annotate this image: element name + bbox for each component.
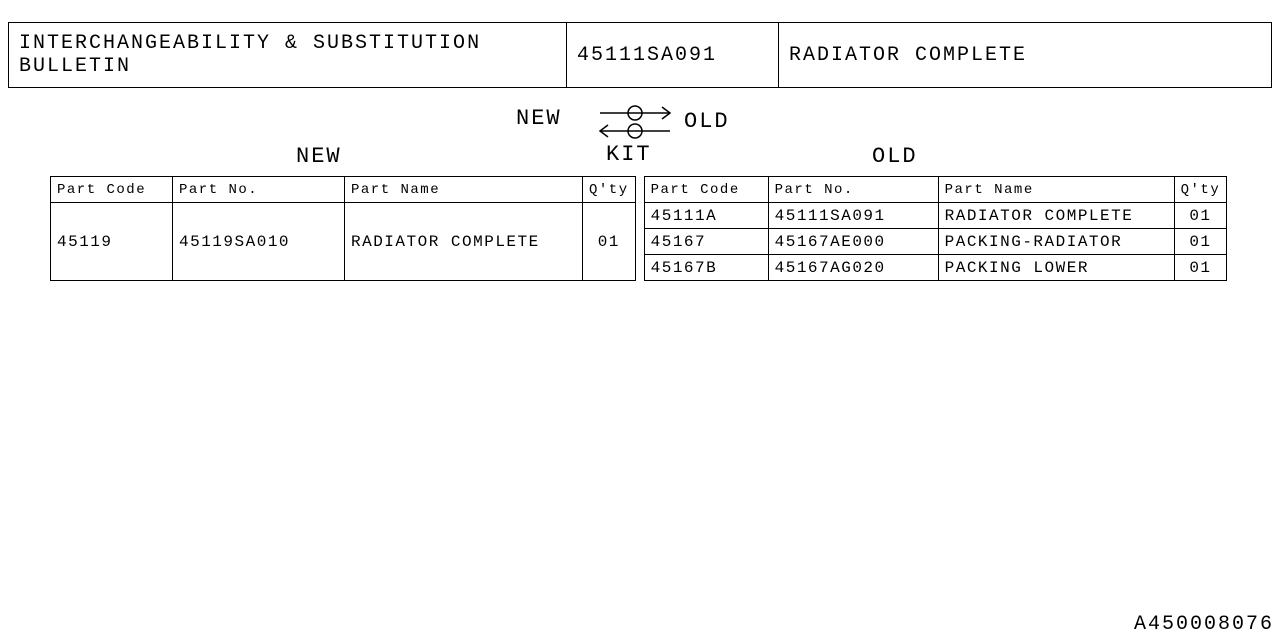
table-row: 45167B 45167AG020 PACKING LOWER 01 xyxy=(644,255,1227,281)
cell-part-no: 45111SA091 xyxy=(768,203,938,229)
header-bar: INTERCHANGEABILITY & SUBSTITUTION BULLET… xyxy=(8,22,1272,88)
cell-part-name: RADIATOR COMPLETE xyxy=(345,203,583,281)
col-part-no: Part No. xyxy=(768,177,938,203)
bidirectional-arrow-icon xyxy=(594,102,676,142)
cell-part-name: PACKING LOWER xyxy=(938,255,1174,281)
cell-part-code: 45167 xyxy=(644,229,768,255)
cell-qty: 01 xyxy=(1174,255,1227,281)
header-part-no: 45111SA091 xyxy=(567,23,779,87)
cell-part-no: 45167AG020 xyxy=(768,255,938,281)
cell-qty: 01 xyxy=(583,203,636,281)
cell-part-no: 45167AE000 xyxy=(768,229,938,255)
col-part-name: Part Name xyxy=(345,177,583,203)
table-row: 45111A 45111SA091 RADIATOR COMPLETE 01 xyxy=(644,203,1227,229)
col-part-no: Part No. xyxy=(173,177,345,203)
bulletin-page: INTERCHANGEABILITY & SUBSTITUTION BULLET… xyxy=(0,0,1280,640)
new-table: Part Code Part No. Part Name Q'ty 45119 … xyxy=(50,176,636,281)
table-row: 45119 45119SA010 RADIATOR COMPLETE 01 xyxy=(51,203,636,281)
col-part-name: Part Name xyxy=(938,177,1174,203)
table-header-row: Part Code Part No. Part Name Q'ty xyxy=(51,177,636,203)
cell-part-code: 45119 xyxy=(51,203,173,281)
col-part-code: Part Code xyxy=(51,177,173,203)
section-old-label: OLD xyxy=(872,144,918,169)
cell-part-code: 45111A xyxy=(644,203,768,229)
header-title: INTERCHANGEABILITY & SUBSTITUTION BULLET… xyxy=(9,23,567,87)
mid-kit-label: KIT xyxy=(606,142,652,167)
col-qty: Q'ty xyxy=(583,177,636,203)
cell-part-name: RADIATOR COMPLETE xyxy=(938,203,1174,229)
mid-new-label: NEW xyxy=(516,106,562,131)
col-part-code: Part Code xyxy=(644,177,768,203)
tables-container: Part Code Part No. Part Name Q'ty 45119 … xyxy=(50,176,1227,281)
col-qty: Q'ty xyxy=(1174,177,1227,203)
document-id: A450008076 xyxy=(1134,613,1274,636)
cell-qty: 01 xyxy=(1174,229,1227,255)
cell-part-no: 45119SA010 xyxy=(173,203,345,281)
cell-part-name: PACKING-RADIATOR xyxy=(938,229,1174,255)
mid-old-label: OLD xyxy=(684,109,730,134)
table-header-row: Part Code Part No. Part Name Q'ty xyxy=(644,177,1227,203)
section-new-label: NEW xyxy=(296,144,342,169)
cell-qty: 01 xyxy=(1174,203,1227,229)
table-row: 45167 45167AE000 PACKING-RADIATOR 01 xyxy=(644,229,1227,255)
header-part-name: RADIATOR COMPLETE xyxy=(779,23,1271,87)
mid-labels: NEW OLD KIT xyxy=(0,100,1280,172)
cell-part-code: 45167B xyxy=(644,255,768,281)
old-table: Part Code Part No. Part Name Q'ty 45111A… xyxy=(644,176,1228,281)
